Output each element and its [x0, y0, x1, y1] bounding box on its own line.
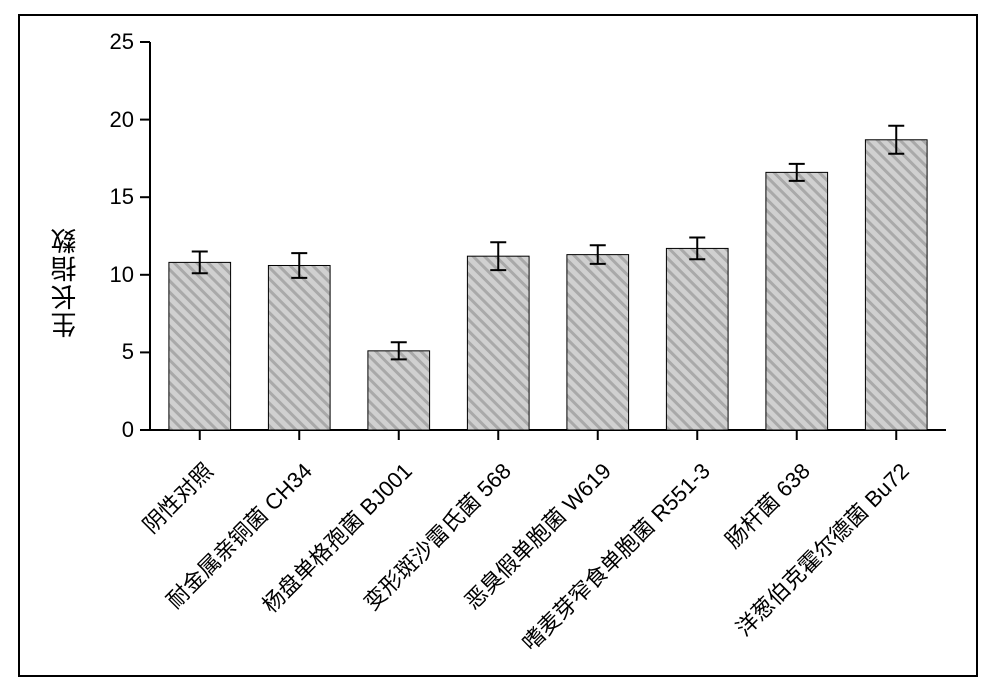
bar: [567, 255, 629, 430]
y-tick-label: 5: [94, 339, 134, 365]
y-tick-label: 10: [94, 262, 134, 288]
bar: [368, 351, 430, 430]
growth-index-bar-chart: 生长指数 0510152025 阴性对照耐金属亲铜菌 CH34杨盘单格孢菌 BJ…: [20, 16, 976, 675]
bar: [467, 256, 529, 430]
bar: [865, 140, 927, 430]
y-tick-label: 0: [94, 417, 134, 443]
bar: [169, 262, 231, 430]
y-tick-label: 20: [94, 107, 134, 133]
y-tick-label: 25: [94, 29, 134, 55]
figure-frame: 生长指数 0510152025 阴性对照耐金属亲铜菌 CH34杨盘单格孢菌 BJ…: [18, 14, 978, 677]
bar: [268, 265, 330, 430]
bar: [766, 172, 828, 430]
y-tick-label: 15: [94, 184, 134, 210]
bar: [666, 248, 728, 430]
